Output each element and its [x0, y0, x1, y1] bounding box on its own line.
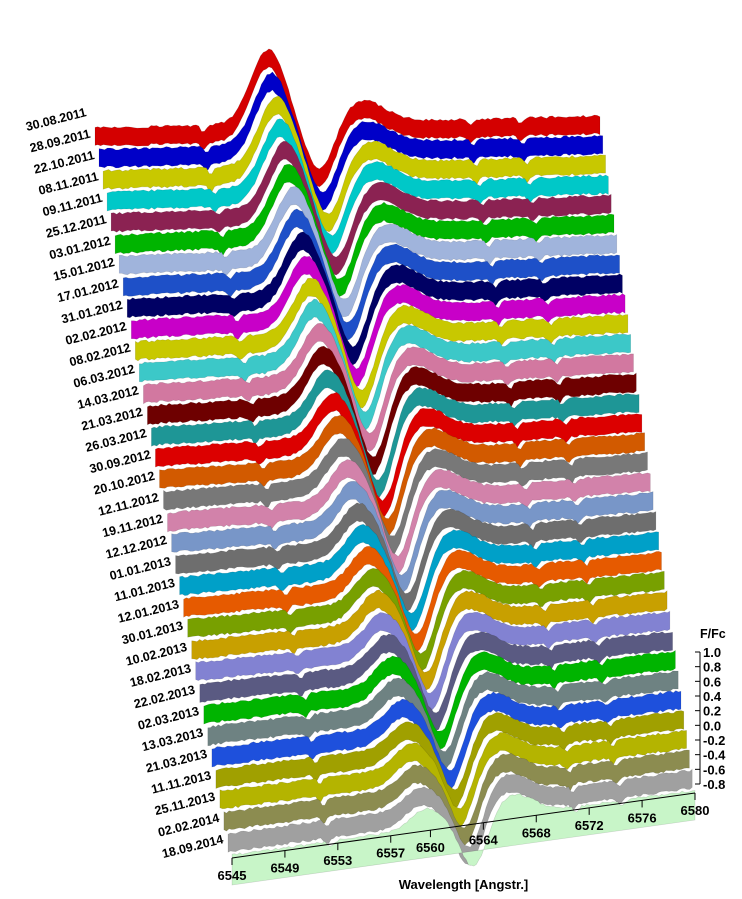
flux-tick-label: -0.8 — [703, 777, 725, 792]
spectrum-13.03.2013 — [211, 690, 682, 789]
spectrum-25.12.2011 — [114, 163, 615, 298]
flux-tick-label: -0.4 — [703, 748, 726, 763]
spectrum-30.08.2011 — [94, 48, 601, 188]
spectrum-31.01.2012 — [131, 255, 626, 388]
spectrum-21.03.2012 — [151, 369, 640, 499]
spectrum-20.10.2012 — [163, 438, 648, 555]
flux-axis: 1.00.80.60.40.20.0-0.2-0.4-0.6-0.8 F/Fc — [695, 627, 726, 792]
wavelength-tick-label: 6568 — [522, 825, 551, 840]
wavelength-tick-label: 6553 — [323, 853, 352, 868]
spectrum-30.01.2013 — [191, 589, 668, 691]
flux-tick-label: 1.0 — [703, 645, 721, 660]
wavelength-tick-label: 6545 — [218, 868, 247, 883]
spectrum-21.03.2013 — [215, 710, 685, 809]
spectrum-14.03.2012 — [147, 345, 637, 476]
spectrum-28.09.2011 — [98, 71, 604, 211]
spectrum-08.02.2012 — [139, 298, 631, 431]
wavelength-tick-label: 6560 — [416, 840, 445, 855]
spectra-ribbons — [94, 48, 696, 886]
wavelength-tick-label: 6572 — [575, 818, 604, 833]
wavelength-axis-title: Wavelength [Angstr.] — [399, 877, 529, 892]
flux-ticks: 1.00.80.60.40.20.0-0.2-0.4-0.6-0.8 — [695, 645, 726, 792]
spectrum-12.11.2012 — [167, 459, 651, 575]
flux-tick-label: 0.2 — [703, 704, 721, 719]
wavelength-axis-line — [231, 792, 696, 859]
flux-tick-label: -0.2 — [703, 733, 725, 748]
wavelength-tick-label: 6549 — [270, 861, 299, 876]
wavelength-ticks: 6545 6549 6553 6557 6560 6564 6568 6572 6576 6580 — [218, 793, 710, 883]
wavelength-tick-label: 6564 — [469, 833, 499, 848]
wavelength-tick-label: 6557 — [376, 846, 405, 861]
wavelength-axis: 6545 6549 6553 6557 6560 6564 6568 6572 6576 6580… — [218, 792, 710, 892]
flux-tick-label: -0.6 — [703, 762, 725, 777]
spectrum-25.11.2013 — [223, 749, 690, 847]
spectrum-08.11.2011 — [106, 118, 609, 255]
spectrum-22.10.2011 — [102, 95, 606, 233]
spectrum-02.02.2014 — [227, 768, 693, 866]
spectrum-19.11.2012 — [171, 480, 654, 594]
spectrum-06.03.2012 — [143, 322, 634, 452]
flux-tick-label: 0.0 — [703, 718, 721, 733]
spectrum-11.01.2013 — [183, 545, 662, 653]
spectrum-03.01.2012 — [118, 186, 618, 318]
flux-tick-label: 0.8 — [703, 660, 721, 675]
spectrum-12.12.2012 — [175, 502, 657, 612]
spectrum-10.02.2013 — [195, 610, 671, 712]
spectrum-11.11.2013 — [219, 729, 687, 827]
spectrum-22.02.2013 — [203, 649, 676, 750]
flux-tick-label: 0.6 — [703, 674, 721, 689]
spectrum-17.01.2012 — [126, 231, 623, 366]
flux-tick-label: 0.4 — [703, 689, 722, 704]
spectrum-18.02.2013 — [199, 631, 673, 732]
wavelength-tick-label: 6580 — [681, 803, 710, 818]
spectrum-02.03.2013 — [207, 670, 679, 770]
spectrum-30.09.2012 — [159, 414, 645, 537]
flux-axis-title: F/Fc — [700, 627, 726, 641]
spectrum-01.01.2013 — [179, 523, 659, 632]
wavelength-tick-label: 6576 — [628, 810, 657, 825]
spectrum-18.09.2014 — [231, 790, 696, 886]
spectrum-26.03.2012 — [155, 391, 643, 520]
spectrum-02.02.2012 — [135, 277, 629, 409]
spectrum-15.01.2012 — [122, 208, 620, 341]
spectrum-09.11.2011 — [110, 140, 612, 276]
spectrum-12.01.2013 — [187, 567, 665, 673]
